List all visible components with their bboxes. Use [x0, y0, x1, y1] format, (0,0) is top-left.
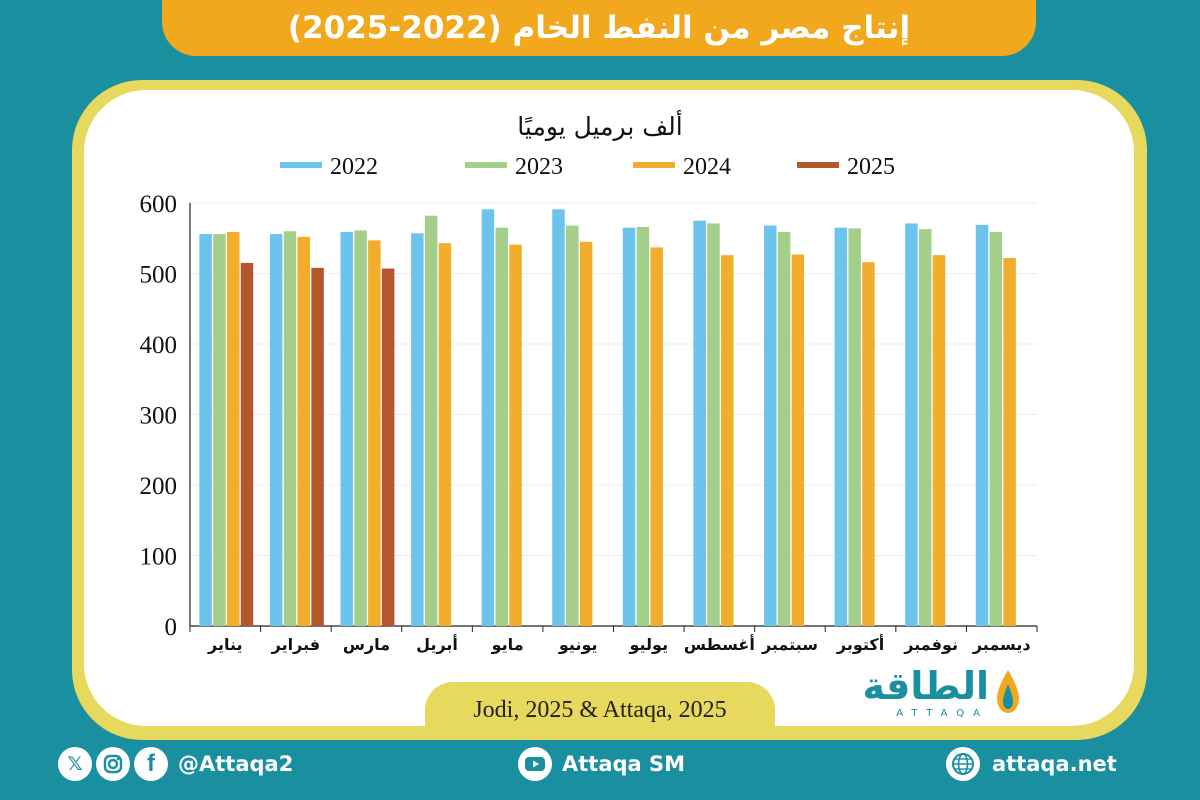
bar-2022: [622, 227, 636, 627]
bar-2022: [834, 227, 848, 627]
globe-icon: [946, 747, 980, 781]
bar-2024: [862, 262, 875, 626]
facebook-icon[interactable]: f: [134, 747, 168, 781]
bar-2022: [411, 233, 424, 626]
legend-swatch-2024: [633, 162, 675, 168]
bar-2024: [721, 255, 734, 627]
x-tick-label: يوليو: [628, 635, 668, 654]
bar-2022: [199, 234, 212, 626]
youtube-label: Attaqa SM: [562, 752, 686, 776]
x-tick-label: يناير: [207, 635, 243, 654]
bar-2024: [226, 231, 240, 626]
y-tick-label: 400: [140, 332, 178, 359]
bar-2023: [918, 229, 932, 626]
bar-2022: [905, 223, 918, 626]
bar-2023: [636, 226, 650, 626]
bar-2024: [650, 247, 663, 627]
bar-2022: [340, 231, 354, 626]
bar-2025: [240, 262, 254, 626]
x-tick-label: مايو: [491, 635, 524, 654]
bar-2023: [283, 231, 297, 626]
bar-2024: [297, 236, 311, 626]
y-tick-label: 200: [140, 473, 178, 500]
legend-label: 2022: [330, 154, 378, 180]
website-link[interactable]: attaqa.net: [946, 742, 1117, 786]
x-tick-label: يونيو: [558, 635, 598, 654]
logo-english-text: ATTAQA: [896, 708, 989, 719]
logo-arabic-text: الطاقة: [862, 664, 989, 708]
bar-2022: [269, 234, 283, 626]
bar-2023: [495, 227, 508, 627]
social-links: 𝕏 f @Attaqa2: [58, 742, 293, 786]
website-url: attaqa.net: [992, 752, 1117, 776]
bar-2023: [989, 231, 1003, 626]
y-axis-unit-label: ألف برميل يوميًا: [517, 112, 683, 141]
y-tick-label: 0: [165, 614, 178, 641]
x-tick-label: مارس: [343, 635, 390, 654]
bar-2023: [424, 215, 438, 626]
bar-2023: [848, 228, 861, 626]
page-title: إنتاج مصر من النفط الخام (2022-2025): [162, 0, 1036, 56]
attaqa-logo: الطاقة ATTAQA: [840, 664, 1025, 722]
bar-2023: [707, 223, 720, 626]
y-tick-label: 500: [140, 262, 178, 289]
legend-label: 2024: [683, 154, 731, 180]
oil-drop-icon: [997, 670, 1019, 713]
bar-2025: [381, 268, 395, 626]
chart-card: [84, 90, 1134, 726]
bar-2024: [438, 243, 452, 626]
bar-2023: [566, 225, 579, 626]
legend-label: 2023: [515, 154, 563, 180]
x-twitter-icon[interactable]: 𝕏: [58, 747, 92, 781]
bar-2024: [368, 240, 381, 627]
y-tick-label: 600: [140, 191, 178, 218]
instagram-icon[interactable]: [96, 747, 130, 781]
y-tick-label: 100: [140, 544, 178, 571]
x-tick-label: أبريل: [416, 634, 458, 654]
social-handle[interactable]: @Attaqa2: [178, 752, 294, 776]
x-tick-label: سبتمبر: [761, 635, 818, 654]
legend-swatch-2025: [797, 162, 839, 168]
bar-2022: [764, 225, 777, 626]
bar-2025: [311, 267, 324, 626]
bar-2024: [932, 255, 946, 627]
legend-swatch-2022: [280, 162, 322, 168]
bar-2023: [354, 230, 367, 626]
legend-swatch-2023: [465, 162, 507, 168]
bar-2022: [552, 209, 565, 626]
bar-2022: [975, 224, 989, 627]
bar-2022: [481, 209, 495, 626]
youtube-icon: [518, 747, 552, 781]
bar-2024: [509, 244, 522, 626]
y-tick-label: 300: [140, 403, 178, 430]
x-tick-label: أغسطس: [684, 634, 755, 654]
bar-2024: [791, 254, 805, 626]
bar-2023: [213, 234, 226, 626]
x-tick-label: نوفمبر: [903, 635, 958, 654]
legend-label: 2025: [847, 154, 895, 180]
bar-2022: [693, 220, 706, 626]
youtube-link[interactable]: Attaqa SM: [518, 742, 685, 786]
x-tick-label: ديسمبر: [972, 635, 1031, 654]
bar-2024: [579, 241, 593, 626]
x-tick-label: أكتوبر: [836, 634, 884, 654]
x-tick-label: فبراير: [271, 635, 320, 654]
bar-2024: [1003, 257, 1016, 626]
bar-2023: [777, 231, 791, 626]
source-label: Jodi, 2025 & Attaqa, 2025: [425, 682, 775, 738]
